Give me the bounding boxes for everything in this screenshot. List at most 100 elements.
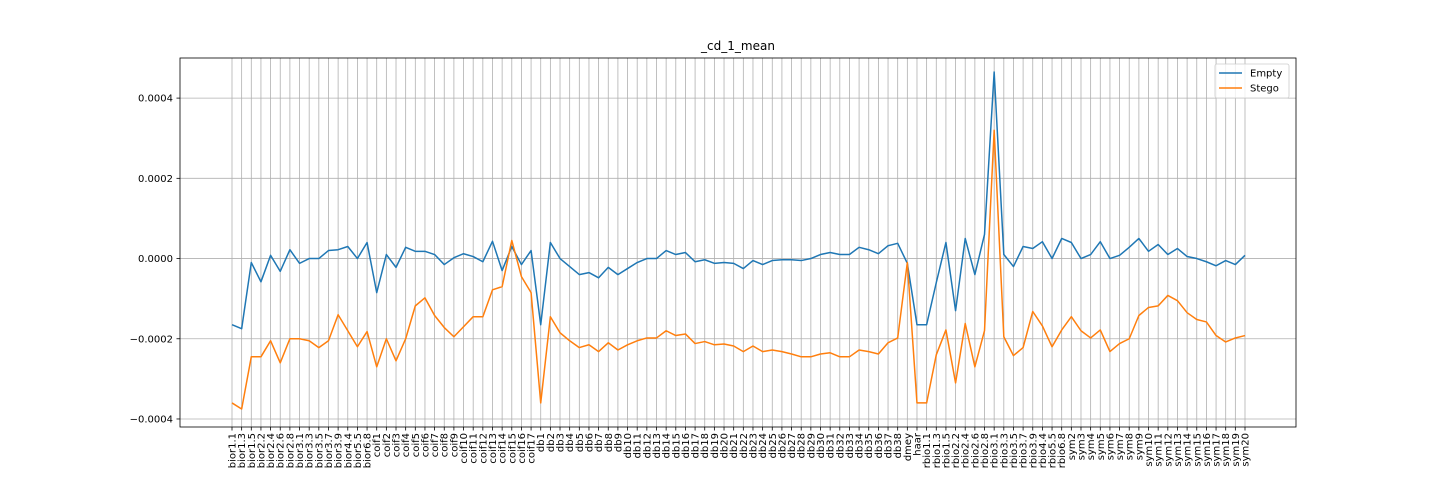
legend-label: Stego <box>1250 84 1279 95</box>
x-tick-label: coif6 <box>420 433 431 457</box>
x-tick-label: bior1.1 <box>228 433 239 468</box>
y-tick-label: −0.0004 <box>130 414 173 425</box>
x-tick-label: rbio1.1 <box>922 433 933 468</box>
x-tick-label: rbio2.4 <box>961 433 972 468</box>
x-tick-label: haar <box>912 432 923 456</box>
legend-label: Empty <box>1250 69 1282 80</box>
x-tick-label: db21 <box>729 433 740 458</box>
x-tick-label: rbio3.1 <box>990 433 1001 468</box>
series-line-empty <box>231 71 1246 330</box>
y-axis: −0.0004 −0.0002 0.0000 0.0002 0.0004 <box>130 94 180 425</box>
x-tick-label: sym16 <box>1202 433 1213 467</box>
x-tick-label: coif7 <box>430 433 441 457</box>
x-tick-label: sym18 <box>1221 433 1232 467</box>
x-tick-label: db28 <box>797 433 808 458</box>
x-tick-label: coif10 <box>459 433 470 464</box>
x-tick-label: sym19 <box>1231 433 1242 467</box>
x-tick-label: rbio2.8 <box>980 433 991 468</box>
x-tick-label: dmey <box>903 433 914 461</box>
x-tick-label: rbio2.2 <box>951 433 962 468</box>
x-tick-label: rbio1.3 <box>932 433 943 468</box>
x-tick-label: coif3 <box>392 433 403 457</box>
y-tick-label: −0.0002 <box>130 334 173 345</box>
x-tick-label: db12 <box>642 433 653 458</box>
x-tick-label: coif2 <box>382 433 393 457</box>
x-tick-label: sym10 <box>1144 433 1155 467</box>
x-tick-label: db34 <box>855 433 866 458</box>
x-tick-label: bior2.2 <box>256 433 267 468</box>
y-tick-label: 0.0002 <box>138 174 173 185</box>
series-layer <box>231 71 1246 410</box>
x-tick-label: coif16 <box>517 433 528 464</box>
x-tick-label: bior3.7 <box>324 433 335 468</box>
x-tick-label: db14 <box>662 433 673 458</box>
x-tick-label: sym20 <box>1241 433 1252 467</box>
x-tick-label: sym5 <box>1096 433 1107 460</box>
x-tick-label: coif12 <box>478 433 489 464</box>
x-tick-label: bior1.5 <box>247 433 258 468</box>
x-tick-label: bior2.4 <box>266 433 277 468</box>
x-tick-label: rbio6.8 <box>1057 433 1068 468</box>
x-tick-label: sym8 <box>1125 433 1136 460</box>
x-tick-label: db15 <box>671 433 682 458</box>
x-tick-label: db22 <box>739 433 750 458</box>
x-tick-label: sym17 <box>1212 433 1223 467</box>
x-tick-label: bior6.8 <box>363 433 374 468</box>
x-tick-label: bior2.6 <box>276 433 287 468</box>
x-tick-label: bior5.5 <box>353 433 364 468</box>
x-tick-label: db27 <box>787 433 798 458</box>
x-tick-label: rbio3.7 <box>1019 433 1030 468</box>
x-tick-label: db20 <box>720 433 731 458</box>
x-tick-label: db11 <box>633 433 644 458</box>
x-tick-label: db4 <box>565 433 576 452</box>
y-tick-label: 0.0004 <box>138 94 173 105</box>
x-tick-label: db17 <box>691 433 702 458</box>
x-tick-label: sym4 <box>1086 433 1097 460</box>
x-tick-label: coif4 <box>401 433 412 457</box>
x-tick-label: rbio2.6 <box>970 433 981 468</box>
x-tick-label: sym9 <box>1134 433 1145 460</box>
grid-layer <box>180 58 1296 427</box>
x-tick-label: sym12 <box>1163 433 1174 467</box>
x-tick-label: db2 <box>546 433 557 452</box>
x-tick-label: coif9 <box>449 433 460 457</box>
x-tick-label: db19 <box>710 433 721 458</box>
x-axis: bior1.1bior1.3bior1.5bior2.2bior2.4bior2… <box>228 427 1252 468</box>
x-tick-label: rbio5.5 <box>1048 433 1059 468</box>
x-tick-label: sym15 <box>1192 433 1203 467</box>
x-tick-label: db38 <box>893 433 904 458</box>
x-tick-label: db10 <box>623 433 634 458</box>
x-tick-label: sym14 <box>1183 433 1194 467</box>
x-tick-label: db16 <box>681 433 692 458</box>
x-tick-label: db6 <box>584 433 595 452</box>
x-tick-label: sym11 <box>1154 433 1165 467</box>
x-tick-label: sym13 <box>1173 433 1184 467</box>
x-tick-label: db9 <box>613 433 624 452</box>
x-tick-label: rbio3.5 <box>1009 433 1020 468</box>
x-tick-label: db7 <box>594 433 605 452</box>
x-tick-label: db24 <box>758 433 769 458</box>
x-tick-label: coif5 <box>411 433 422 457</box>
y-tick-label: 0.0000 <box>138 254 173 265</box>
x-tick-label: db26 <box>777 433 788 458</box>
x-tick-label: rbio3.9 <box>1028 433 1039 468</box>
x-tick-label: db3 <box>556 433 567 452</box>
x-tick-label: db18 <box>700 433 711 458</box>
x-tick-label: sym2 <box>1067 433 1078 460</box>
x-tick-label: coif17 <box>527 433 538 464</box>
x-tick-label: db33 <box>845 433 856 458</box>
x-tick-label: coif1 <box>372 433 383 457</box>
plot-frame <box>179 57 1297 428</box>
x-tick-label: bior4.4 <box>343 433 354 468</box>
x-tick-label: db36 <box>874 433 885 458</box>
x-tick-label: rbio3.3 <box>999 433 1010 468</box>
x-tick-label: db30 <box>816 433 827 458</box>
x-tick-label: db37 <box>884 433 895 458</box>
x-tick-label: bior3.9 <box>334 433 345 468</box>
x-tick-label: bior3.5 <box>314 433 325 468</box>
x-tick-label: bior3.1 <box>295 433 306 468</box>
x-tick-label: bior3.3 <box>305 433 316 468</box>
x-tick-label: db5 <box>575 433 586 452</box>
x-tick-label: coif15 <box>507 433 518 464</box>
